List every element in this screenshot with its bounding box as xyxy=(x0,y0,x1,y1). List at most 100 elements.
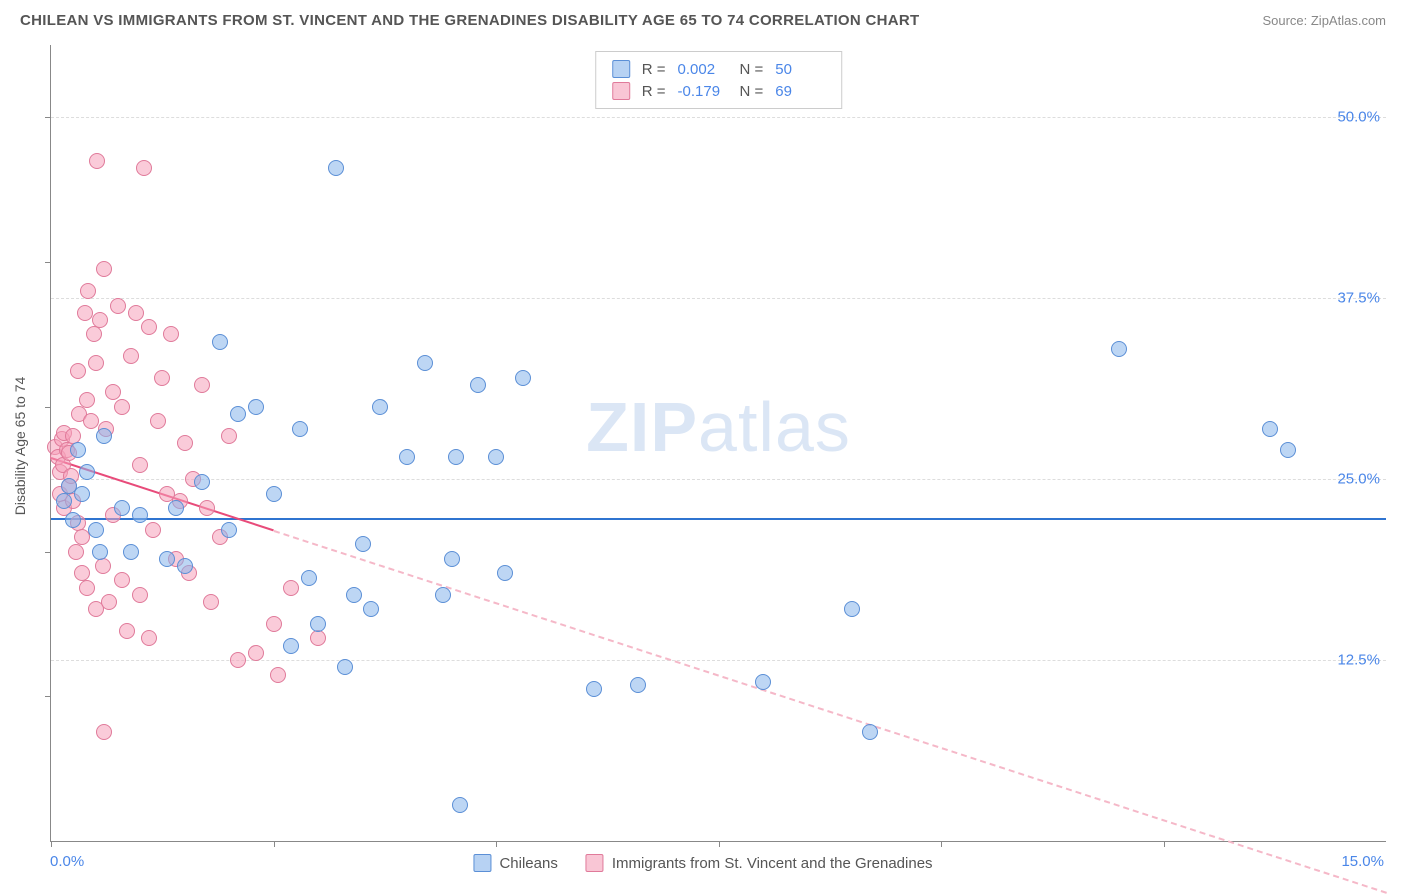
scatter-point xyxy=(862,724,878,740)
scatter-point xyxy=(310,616,326,632)
scatter-point xyxy=(497,565,513,581)
scatter-point xyxy=(96,261,112,277)
scatter-point xyxy=(1280,442,1296,458)
scatter-point xyxy=(168,500,184,516)
chart-source: Source: ZipAtlas.com xyxy=(1262,13,1386,28)
scatter-point xyxy=(79,580,95,596)
grid-line xyxy=(51,298,1386,299)
y-axis-label: Disability Age 65 to 74 xyxy=(12,377,28,516)
scatter-point xyxy=(77,305,93,321)
x-tick xyxy=(496,841,497,847)
legend-label-b: Immigrants from St. Vincent and the Gren… xyxy=(612,855,933,872)
scatter-point xyxy=(141,319,157,335)
x-axis-max-label: 15.0% xyxy=(1341,853,1384,870)
legend-swatch-a-icon xyxy=(473,854,491,872)
scatter-point xyxy=(119,623,135,639)
scatter-point xyxy=(266,616,282,632)
scatter-point xyxy=(755,674,771,690)
chart-title: CHILEAN VS IMMIGRANTS FROM ST. VINCENT A… xyxy=(20,12,919,29)
stats-row-b: R = -0.179 N = 69 xyxy=(612,80,826,102)
chart-area: 12.5%25.0%37.5%50.0% ZIPatlas R = 0.002 … xyxy=(50,45,1386,842)
scatter-point xyxy=(114,572,130,588)
scatter-point xyxy=(56,493,72,509)
scatter-point xyxy=(132,587,148,603)
scatter-point xyxy=(114,500,130,516)
scatter-point xyxy=(1262,421,1278,437)
scatter-point xyxy=(444,551,460,567)
legend-swatch-b-icon xyxy=(586,854,604,872)
scatter-point xyxy=(328,160,344,176)
scatter-point xyxy=(177,558,193,574)
legend-item-b: Immigrants from St. Vincent and the Gren… xyxy=(586,854,933,872)
scatter-point xyxy=(132,507,148,523)
scatter-point xyxy=(363,601,379,617)
y-tick-label: 50.0% xyxy=(1337,109,1380,126)
scatter-point xyxy=(586,681,602,697)
scatter-point xyxy=(150,413,166,429)
scatter-point xyxy=(470,377,486,393)
scatter-point xyxy=(417,355,433,371)
scatter-point xyxy=(346,587,362,603)
y-tick-label: 25.0% xyxy=(1337,471,1380,488)
scatter-point xyxy=(230,406,246,422)
scatter-point xyxy=(96,724,112,740)
y-tick xyxy=(45,552,51,553)
scatter-point xyxy=(203,594,219,610)
y-tick xyxy=(45,117,51,118)
scatter-point xyxy=(145,522,161,538)
y-tick-label: 12.5% xyxy=(1337,652,1380,669)
x-tick xyxy=(274,841,275,847)
scatter-point xyxy=(132,457,148,473)
scatter-point xyxy=(83,413,99,429)
grid-line xyxy=(51,479,1386,480)
y-tick-label: 37.5% xyxy=(1337,290,1380,307)
scatter-point xyxy=(292,421,308,437)
scatter-point xyxy=(123,348,139,364)
swatch-chileans-icon xyxy=(612,60,630,78)
legend-label-a: Chileans xyxy=(499,855,557,872)
scatter-point xyxy=(372,399,388,415)
swatch-svg-icon xyxy=(612,82,630,100)
scatter-point xyxy=(92,312,108,328)
scatter-point xyxy=(101,594,117,610)
scatter-point xyxy=(310,630,326,646)
scatter-point xyxy=(80,283,96,299)
scatter-point xyxy=(177,435,193,451)
scatter-point xyxy=(399,449,415,465)
y-tick xyxy=(45,262,51,263)
stats-n-b: 69 xyxy=(775,83,825,100)
scatter-point xyxy=(86,326,102,342)
scatter-point xyxy=(337,659,353,675)
scatter-point xyxy=(163,326,179,342)
scatter-point xyxy=(95,558,111,574)
scatter-point xyxy=(630,677,646,693)
scatter-point xyxy=(452,797,468,813)
trend-line xyxy=(273,530,1386,894)
scatter-point xyxy=(110,298,126,314)
x-tick xyxy=(719,841,720,847)
scatter-point xyxy=(248,399,264,415)
scatter-point xyxy=(136,160,152,176)
scatter-point xyxy=(79,464,95,480)
scatter-point xyxy=(301,570,317,586)
scatter-point xyxy=(283,638,299,654)
plot-area: 12.5% 25.0% 37.5% 50.0% xyxy=(51,45,1386,841)
scatter-point xyxy=(154,370,170,386)
grid-line xyxy=(51,117,1386,118)
stats-row-a: R = 0.002 N = 50 xyxy=(612,58,826,80)
scatter-point xyxy=(199,500,215,516)
stats-n-a: 50 xyxy=(775,61,825,78)
scatter-point xyxy=(844,601,860,617)
x-tick xyxy=(1164,841,1165,847)
scatter-point xyxy=(92,544,108,560)
scatter-point xyxy=(70,442,86,458)
scatter-point xyxy=(230,652,246,668)
scatter-point xyxy=(89,153,105,169)
scatter-point xyxy=(515,370,531,386)
scatter-point xyxy=(488,449,504,465)
stats-n-label-b: N = xyxy=(740,83,764,100)
x-tick xyxy=(941,841,942,847)
x-tick xyxy=(51,841,52,847)
scatter-point xyxy=(221,522,237,538)
bottom-legend: Chileans Immigrants from St. Vincent and… xyxy=(473,854,932,872)
